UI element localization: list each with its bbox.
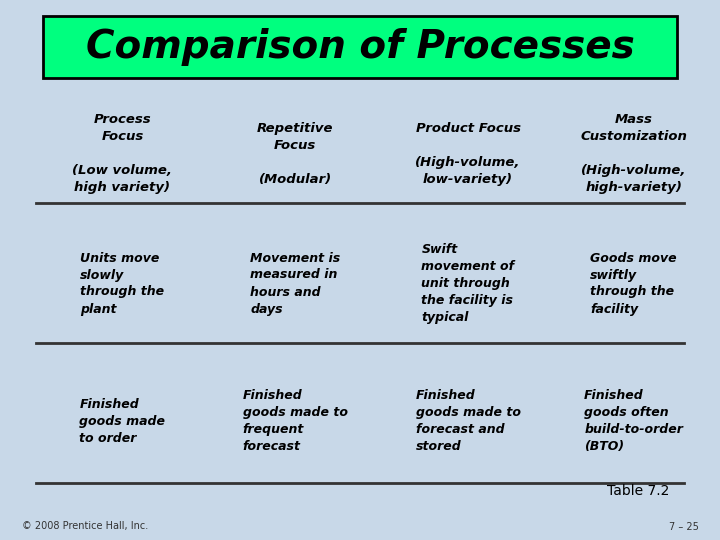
Text: Movement is
measured in
hours and
days: Movement is measured in hours and days [250, 252, 341, 315]
FancyBboxPatch shape [43, 16, 677, 78]
Text: Process
Focus

(Low volume,
high variety): Process Focus (Low volume, high variety) [73, 113, 172, 194]
Text: Mass
Customization

(High-volume,
high-variety): Mass Customization (High-volume, high-va… [580, 113, 687, 194]
Text: © 2008 Prentice Hall, Inc.: © 2008 Prentice Hall, Inc. [22, 522, 148, 531]
Text: Comparison of Processes: Comparison of Processes [86, 28, 634, 66]
Text: Finished
goods made to
forecast and
stored: Finished goods made to forecast and stor… [415, 389, 521, 453]
Text: Goods move
swiftly
through the
facility: Goods move swiftly through the facility [590, 252, 677, 315]
Text: Repetitive
Focus

(Modular): Repetitive Focus (Modular) [257, 122, 333, 186]
Text: Finished
goods often
build-to-order
(BTO): Finished goods often build-to-order (BTO… [584, 389, 683, 453]
Text: 7 – 25: 7 – 25 [669, 522, 698, 531]
Text: Finished
goods made to
frequent
forecast: Finished goods made to frequent forecast [243, 389, 348, 453]
Text: Product Focus

(High-volume,
low-variety): Product Focus (High-volume, low-variety) [415, 122, 521, 186]
Text: Units move
slowly
through the
plant: Units move slowly through the plant [81, 252, 164, 315]
Text: Finished
goods made
to order: Finished goods made to order [79, 397, 166, 445]
Text: Swift
movement of
unit through
the facility is
typical: Swift movement of unit through the facil… [421, 243, 515, 324]
Text: Table 7.2: Table 7.2 [607, 484, 670, 498]
